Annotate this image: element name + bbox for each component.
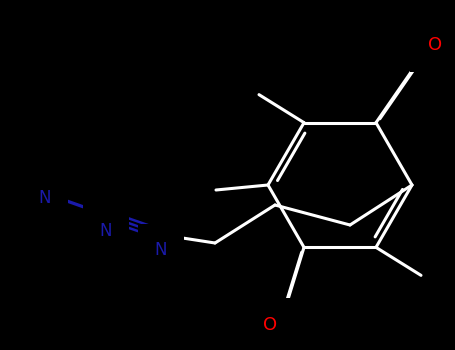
Text: N: N: [155, 241, 167, 259]
Text: N: N: [100, 222, 112, 240]
Text: O: O: [263, 316, 277, 334]
Text: O: O: [428, 36, 442, 54]
Text: N: N: [39, 189, 51, 207]
